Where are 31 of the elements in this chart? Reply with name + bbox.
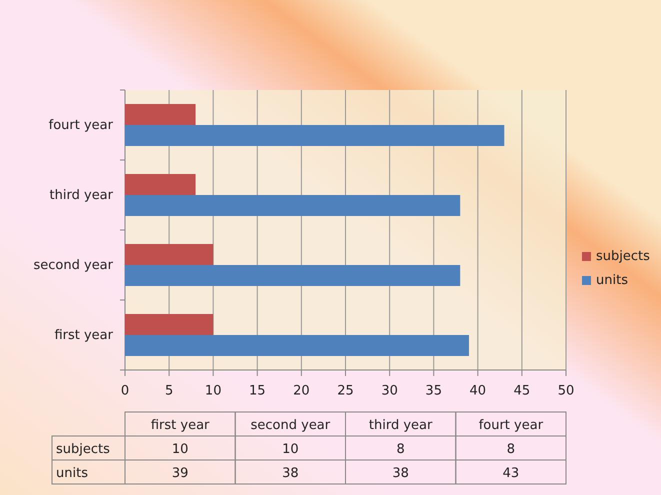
legend-label: subjects — [596, 249, 650, 264]
x-tick-label: 0 — [120, 384, 130, 399]
legend-label: units — [596, 273, 628, 288]
category-label: fourt year — [478, 418, 544, 433]
text: 8 — [506, 442, 516, 457]
x-tick-label: 30 — [381, 384, 398, 399]
y-tick-label: third year — [50, 188, 114, 204]
text: 39 — [172, 466, 188, 481]
category-label: first year — [150, 418, 210, 433]
x-tick-label: 5 — [164, 384, 174, 399]
text: units — [56, 466, 88, 481]
category-label: second year — [250, 418, 330, 433]
x-tick-label: 15 — [249, 384, 266, 399]
x-tick-label: 45 — [514, 384, 530, 399]
text: 38 — [282, 466, 299, 481]
x-tick-label: 50 — [558, 384, 574, 399]
x-tick-label: 25 — [337, 384, 354, 399]
y-tick-label: second year — [34, 258, 114, 274]
text: 8 — [396, 442, 405, 457]
x-tick-label: 40 — [470, 384, 486, 399]
text: 10 — [282, 442, 299, 457]
x-tick-label: 35 — [425, 384, 442, 399]
text: 43 — [502, 466, 520, 481]
text: subjects — [56, 442, 110, 457]
text: 38 — [392, 466, 409, 481]
category-label: third year — [368, 418, 432, 433]
x-tick-label: 20 — [293, 384, 310, 399]
y-tick-label: fourt year — [48, 118, 114, 134]
y-tick-label: first year — [54, 328, 114, 344]
x-tick-label: 10 — [204, 384, 222, 399]
text: 10 — [172, 442, 188, 457]
